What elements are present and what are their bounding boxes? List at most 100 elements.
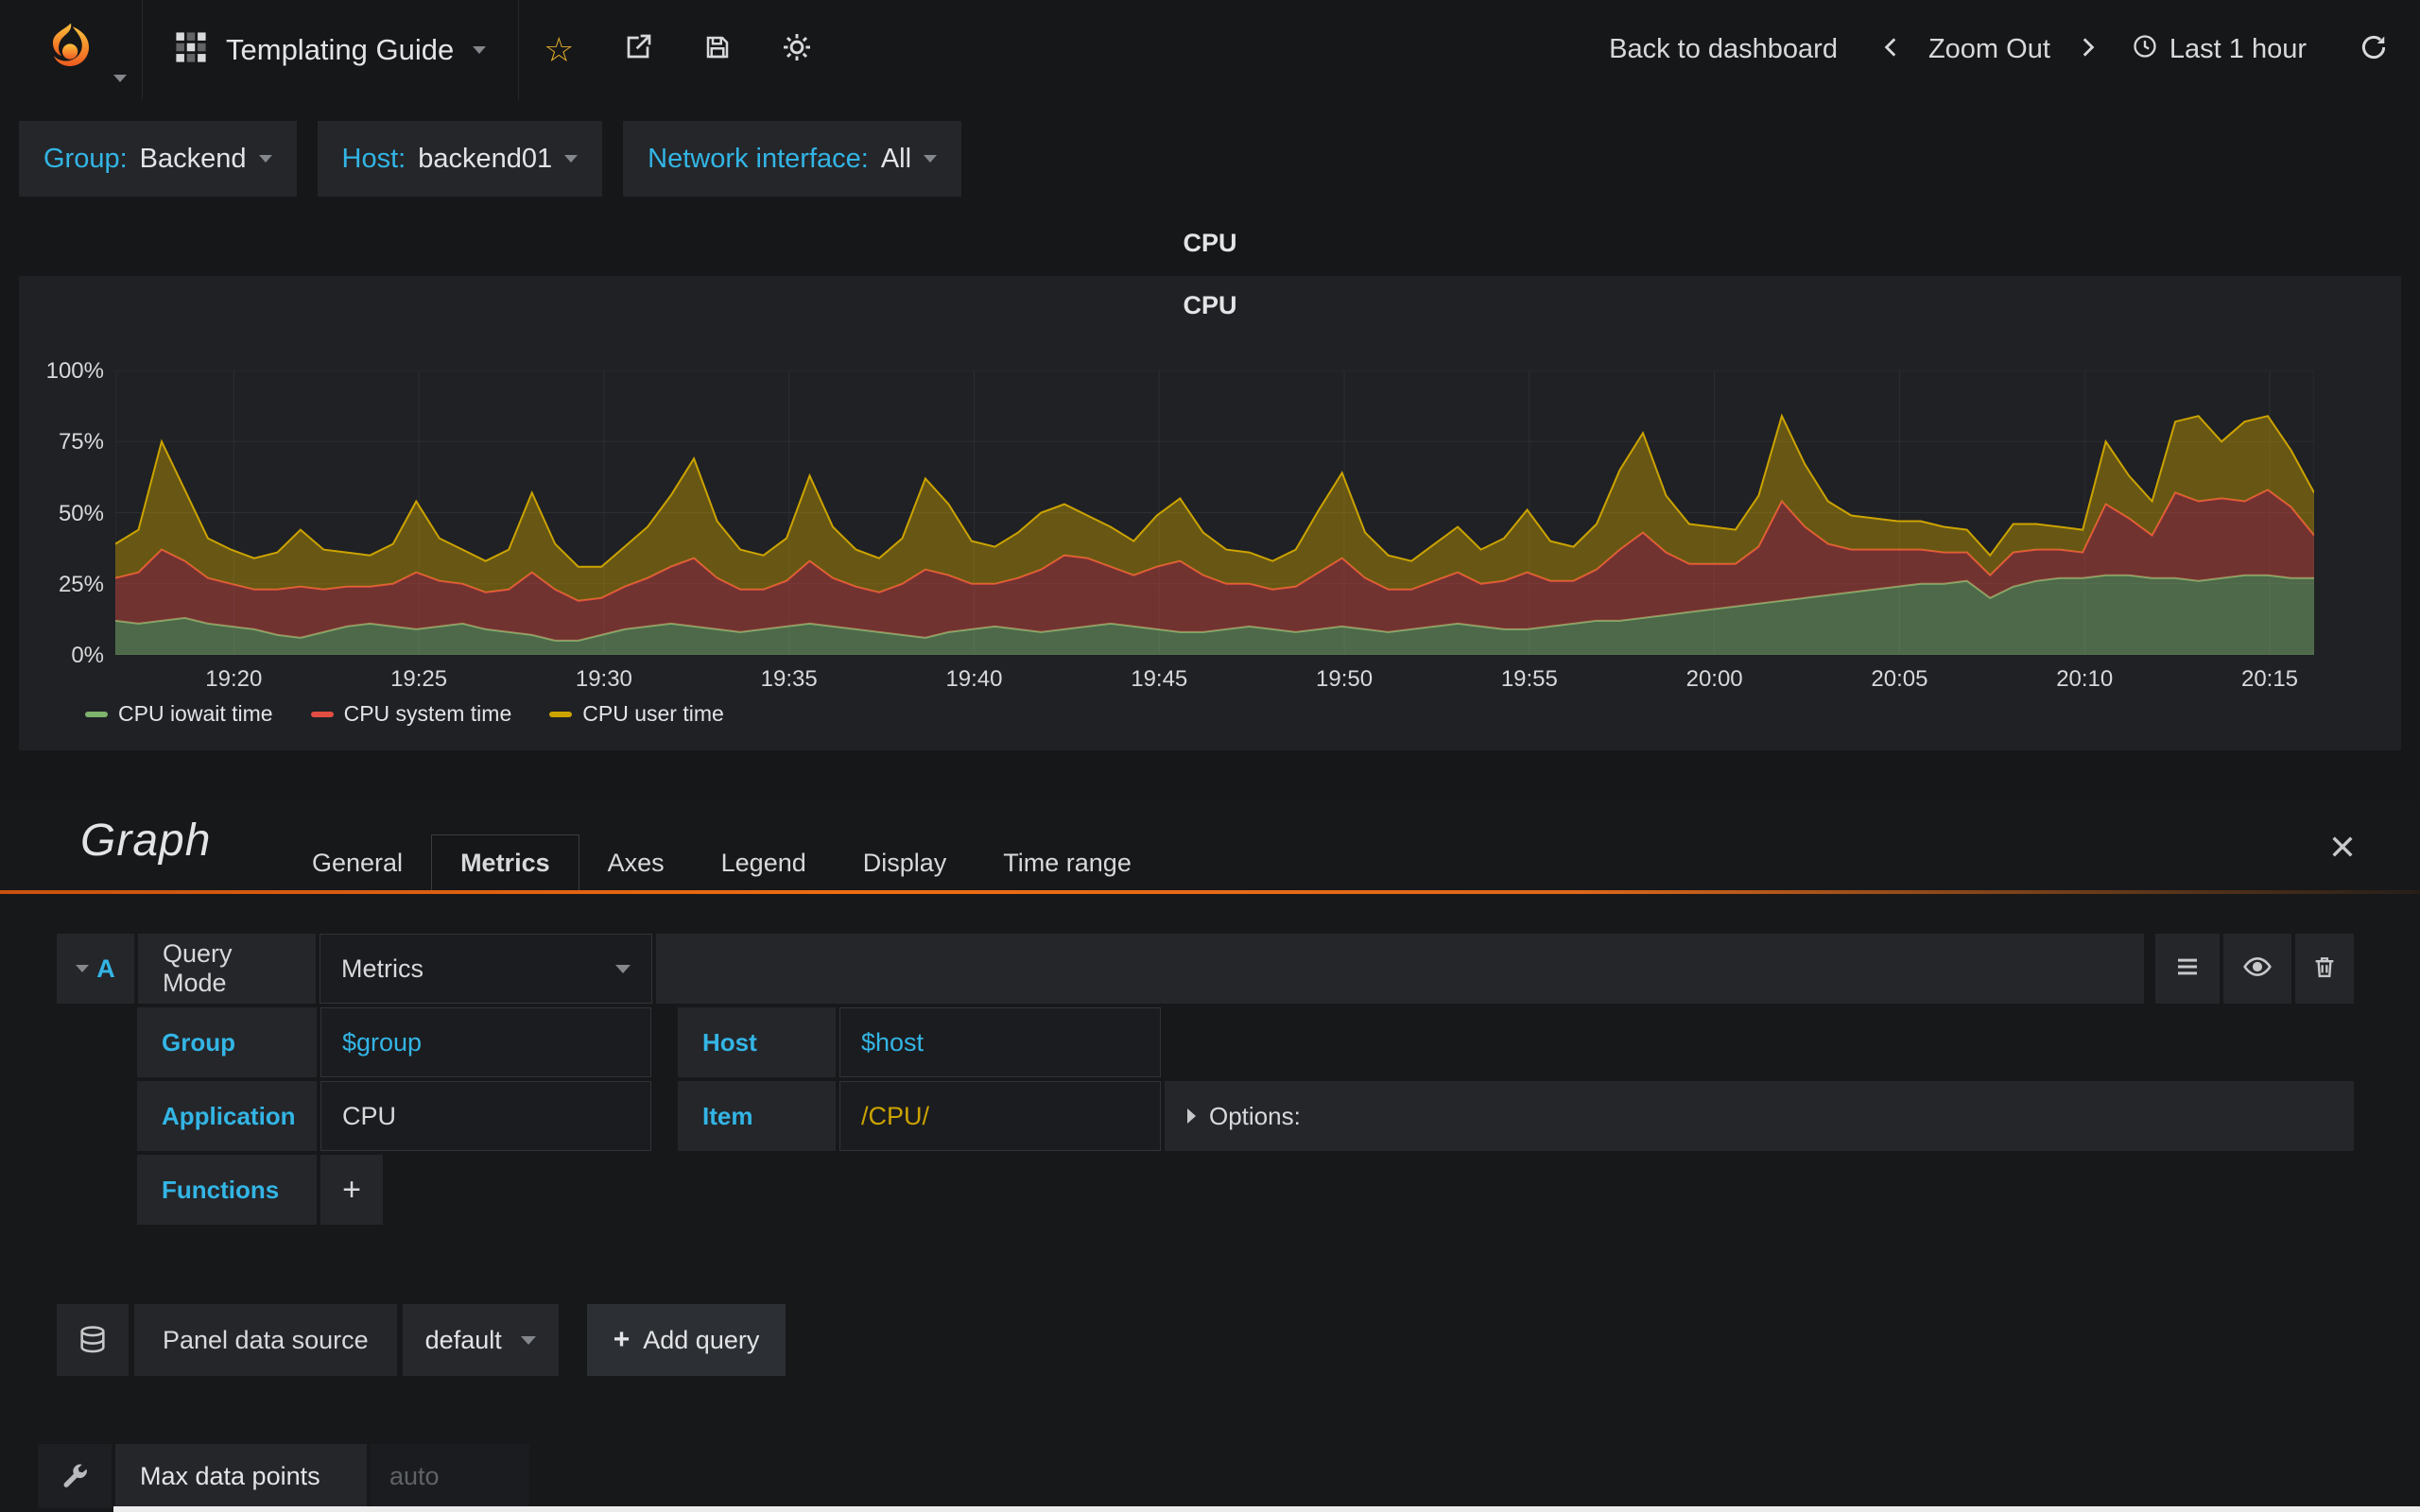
legend-item[interactable]: CPU iowait time <box>85 701 273 727</box>
tab-display[interactable]: Display <box>862 849 947 877</box>
x-axis-label: 19:50 <box>1316 666 1374 692</box>
chart-title: CPU <box>1183 291 1237 319</box>
query-mode-label: Query Mode <box>138 934 316 1004</box>
database-icon <box>57 1304 129 1376</box>
chevron-down-icon <box>615 964 631 973</box>
legend-label: CPU iowait time <box>118 701 273 726</box>
query-mode-value: Metrics <box>341 954 424 983</box>
settings-button[interactable] <box>757 0 837 99</box>
max-data-points-input[interactable] <box>371 1444 529 1508</box>
x-axis-label: 19:55 <box>1500 666 1558 692</box>
functions-label: Functions <box>137 1155 317 1225</box>
panel-datasource-label: Panel data source <box>134 1304 397 1376</box>
cpu-graph-panel: CPU 0% 25% 50% 75% 100% 19:20 19:25 19:30 19:35… <box>19 276 2401 750</box>
variable-group-value: Backend <box>139 143 247 174</box>
query-menu-button[interactable] <box>2155 934 2220 1004</box>
grafana-logo-icon <box>43 20 98 79</box>
chevron-down-icon <box>473 45 487 54</box>
clock-icon <box>2132 33 2158 67</box>
datasource-value: default <box>424 1325 502 1354</box>
query-row-application-item: Application CPU Item /CPU/ Options: <box>137 1081 2354 1151</box>
query-row-functions: Functions + <box>137 1155 2354 1225</box>
panel-title[interactable]: CPU <box>1183 229 1237 257</box>
chevron-down-icon <box>924 155 938 163</box>
section-divider <box>113 1506 2420 1512</box>
tab-metrics[interactable]: Metrics <box>431 834 579 890</box>
max-data-points-label: Max data points <box>115 1444 367 1508</box>
cpu-stacked-area-chart[interactable] <box>115 370 2314 655</box>
chart-legend: CPU iowait time CPU system time CPU user t… <box>85 701 724 727</box>
chevron-right-icon <box>2075 35 2100 64</box>
datasource-select[interactable]: default <box>402 1304 559 1376</box>
variable-host[interactable]: Host: backend01 <box>317 121 603 197</box>
y-axis-label: 0% <box>71 643 104 668</box>
zoom-out-button[interactable]: Zoom Out <box>1927 34 2050 64</box>
tab-underline <box>0 890 2420 894</box>
group-input[interactable]: $group <box>320 1007 651 1077</box>
x-axis-label: 20:00 <box>1685 666 1743 692</box>
query-mode-select[interactable]: Metrics <box>320 934 652 1004</box>
variable-group-label: Group: <box>43 143 128 174</box>
options-caret-icon <box>1187 1108 1196 1124</box>
tab-time-range[interactable]: Time range <box>1003 849 1132 877</box>
legend-item[interactable]: CPU system time <box>310 701 511 727</box>
legend-swatch <box>549 711 573 717</box>
add-function-button[interactable]: + <box>320 1155 383 1225</box>
x-axis-label: 20:05 <box>1871 666 1928 692</box>
star-button[interactable]: ☆ <box>519 0 598 99</box>
panel-editor: Graph General Metrics Axes Legend Display Tim… <box>0 801 2420 1512</box>
query-editor: A Query Mode Metrics <box>57 934 2354 1228</box>
save-button[interactable] <box>678 0 757 99</box>
legend-item[interactable]: CPU user time <box>549 701 724 727</box>
variable-group[interactable]: Group: Backend <box>19 121 297 197</box>
y-axis-label: 100% <box>45 358 104 384</box>
x-axis-label: 20:15 <box>2240 666 2299 692</box>
x-axis-label: 19:30 <box>575 666 632 692</box>
x-axis-label: 19:45 <box>1131 666 1188 692</box>
dashboard-actions: ☆ <box>519 0 837 99</box>
variable-host-value: backend01 <box>418 143 553 174</box>
host-label: Host <box>678 1007 836 1077</box>
close-icon <box>2327 836 2358 866</box>
close-editor-button[interactable] <box>2327 832 2358 867</box>
x-axis-label: 19:20 <box>205 666 263 692</box>
wrench-icon <box>38 1444 112 1508</box>
menu-icon <box>2173 953 2202 986</box>
host-input[interactable]: $host <box>839 1007 1161 1077</box>
back-to-dashboard-button[interactable]: Back to dashboard <box>1609 34 1838 64</box>
y-axis-label: 50% <box>58 500 104 526</box>
chevron-down-icon <box>258 155 272 163</box>
item-input[interactable]: /CPU/ <box>839 1081 1161 1151</box>
legend-swatch <box>85 711 108 717</box>
add-query-button[interactable]: + Add query <box>586 1304 786 1376</box>
time-range-label: Last 1 hour <box>2169 34 2307 64</box>
tab-general[interactable]: General <box>312 849 404 877</box>
share-icon <box>623 32 653 67</box>
variable-netif-label: Network interface: <box>648 143 869 174</box>
query-collapse-button[interactable]: A <box>57 934 134 1004</box>
time-shift-right-button[interactable] <box>2075 35 2100 64</box>
options-toggle[interactable]: Options: <box>1165 1081 2354 1151</box>
time-picker-button[interactable]: Last 1 hour <box>2132 33 2307 67</box>
dashboard-title: Templating Guide <box>226 32 455 66</box>
application-input[interactable]: CPU <box>320 1081 651 1151</box>
variable-network-interface[interactable]: Network interface: All <box>623 121 962 197</box>
legend-label: CPU user time <box>582 701 724 726</box>
dashboard-title-button[interactable]: Templating Guide <box>143 0 520 99</box>
query-toggle-visibility-button[interactable] <box>2223 934 2291 1004</box>
chevron-down-icon <box>520 1335 536 1345</box>
navbar: Templating Guide ☆ <box>0 0 2420 99</box>
query-delete-button[interactable] <box>2295 934 2354 1004</box>
panel-type-heading: Graph <box>80 816 212 866</box>
refresh-button[interactable] <box>2360 33 2388 66</box>
query-letter: A <box>96 954 115 983</box>
variable-netif-value: All <box>880 143 912 174</box>
time-shift-left-button[interactable] <box>1879 35 1904 64</box>
query-row-filler <box>656 934 2144 1004</box>
navbar-right: Back to dashboard Zoom Out Last 1 hour <box>1609 0 2420 99</box>
tab-legend[interactable]: Legend <box>720 849 806 877</box>
grafana-logo-button[interactable] <box>0 0 143 99</box>
tab-axes[interactable]: Axes <box>607 849 665 877</box>
share-button[interactable] <box>598 0 678 99</box>
